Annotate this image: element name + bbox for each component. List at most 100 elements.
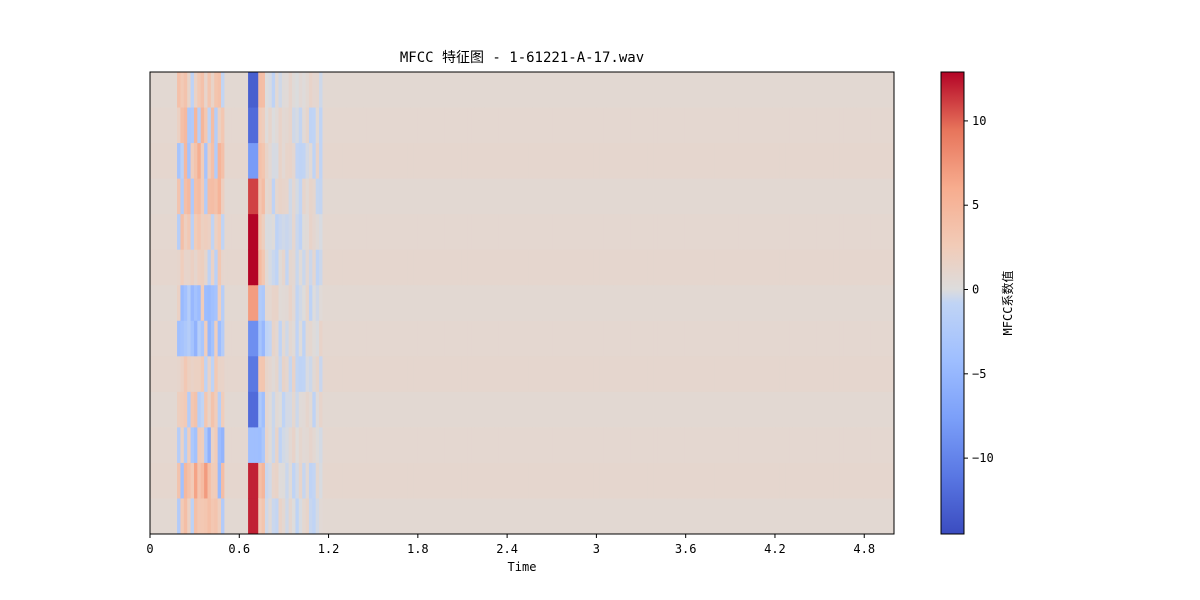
chart-title: MFCC 特征图 - 1-61221-A-17.wav <box>400 50 644 66</box>
heatmap-cell <box>626 391 631 428</box>
heatmap-cell <box>302 391 307 428</box>
heatmap-cell <box>562 356 567 393</box>
heatmap-cell <box>582 249 587 286</box>
heatmap-cell <box>670 462 675 499</box>
heatmap-cell <box>383 107 388 144</box>
heatmap-cell <box>603 178 608 215</box>
heatmap-cell <box>319 72 323 109</box>
heatmap-cell <box>461 143 466 180</box>
heatmap-cell <box>248 356 252 393</box>
heatmap-cell <box>586 391 591 428</box>
heatmap-cell <box>586 249 591 286</box>
heatmap-cell <box>870 498 875 535</box>
heatmap-cell <box>522 462 526 499</box>
heatmap-cell <box>467 285 472 322</box>
heatmap-cell <box>295 72 300 109</box>
heatmap-cell <box>525 356 530 393</box>
heatmap-cell <box>609 72 614 109</box>
heatmap-cell <box>697 285 702 322</box>
heatmap-cell <box>836 462 841 499</box>
heatmap-cell <box>369 320 374 357</box>
heatmap-cell <box>765 356 770 393</box>
heatmap-cell <box>494 498 499 535</box>
heatmap-cell <box>728 178 733 215</box>
heatmap-cell <box>234 320 239 357</box>
heatmap-cell <box>457 462 462 499</box>
heatmap-cell <box>802 72 807 109</box>
heatmap-cell <box>467 462 472 499</box>
heatmap-cell <box>565 427 570 464</box>
heatmap-cell <box>430 320 435 357</box>
heatmap-cell <box>765 107 770 144</box>
heatmap-cell <box>234 143 239 180</box>
heatmap-cell <box>366 214 371 251</box>
heatmap-cell <box>670 178 675 215</box>
heatmap-cell <box>836 320 841 357</box>
heatmap-cell <box>731 427 736 464</box>
heatmap-cell <box>464 285 469 322</box>
heatmap-cell <box>559 249 564 286</box>
heatmap-cell <box>237 214 242 251</box>
heatmap-cell <box>532 107 537 144</box>
heatmap-cell <box>799 427 804 464</box>
heatmap-cell <box>653 391 658 428</box>
heatmap-cell <box>454 285 459 322</box>
heatmap-cell <box>227 498 232 535</box>
heatmap-cell <box>319 178 323 215</box>
heatmap-cell <box>359 143 364 180</box>
heatmap-cell <box>478 249 482 286</box>
heatmap-cell <box>782 462 787 499</box>
heatmap-cell <box>525 427 530 464</box>
heatmap-cell <box>342 249 347 286</box>
heatmap-cell <box>755 107 760 144</box>
heatmap-cell <box>170 356 175 393</box>
heatmap-cell <box>630 178 635 215</box>
heatmap-cell <box>376 249 381 286</box>
heatmap-cell <box>863 320 868 357</box>
heatmap-cell <box>701 285 706 322</box>
heatmap-cell <box>417 249 422 286</box>
heatmap-cell <box>241 320 246 357</box>
heatmap-cell <box>376 285 381 322</box>
heatmap-cell <box>802 178 807 215</box>
heatmap-cell <box>471 391 476 428</box>
heatmap-cell <box>576 462 580 499</box>
heatmap-cell <box>606 427 611 464</box>
heatmap-cell <box>589 285 594 322</box>
heatmap-cell <box>210 214 215 251</box>
heatmap-cell <box>728 320 733 357</box>
heatmap-cell <box>775 498 780 535</box>
heatmap-cell <box>420 249 425 286</box>
heatmap-cell <box>795 356 800 393</box>
heatmap-cell <box>880 356 885 393</box>
heatmap-cell <box>393 214 398 251</box>
heatmap-cell <box>569 427 574 464</box>
heatmap-cell <box>390 143 394 180</box>
heatmap-cell <box>785 391 790 428</box>
heatmap-cell <box>268 462 273 499</box>
heatmap-cell <box>339 391 344 428</box>
heatmap-cell <box>180 356 185 393</box>
heatmap-cell <box>173 427 178 464</box>
heatmap-cell <box>880 498 885 535</box>
heatmap-cell <box>819 320 824 357</box>
heatmap-cell <box>708 498 712 535</box>
heatmap-cell <box>302 178 307 215</box>
heatmap-cell <box>217 214 222 251</box>
heatmap-cell <box>150 356 154 393</box>
heatmap-cell <box>227 285 232 322</box>
heatmap-cell <box>542 462 547 499</box>
heatmap-cell <box>779 107 783 144</box>
heatmap-cell <box>505 249 509 286</box>
heatmap-cell <box>217 178 222 215</box>
heatmap-cell <box>779 214 783 251</box>
heatmap-cell <box>772 143 777 180</box>
heatmap-cell <box>498 72 503 109</box>
heatmap-cell <box>812 391 817 428</box>
heatmap-cell <box>315 143 320 180</box>
heatmap-cell <box>640 107 645 144</box>
heatmap-cell <box>190 356 195 393</box>
heatmap-cell <box>430 143 435 180</box>
heatmap-cell <box>471 498 476 535</box>
heatmap-cell <box>833 462 838 499</box>
